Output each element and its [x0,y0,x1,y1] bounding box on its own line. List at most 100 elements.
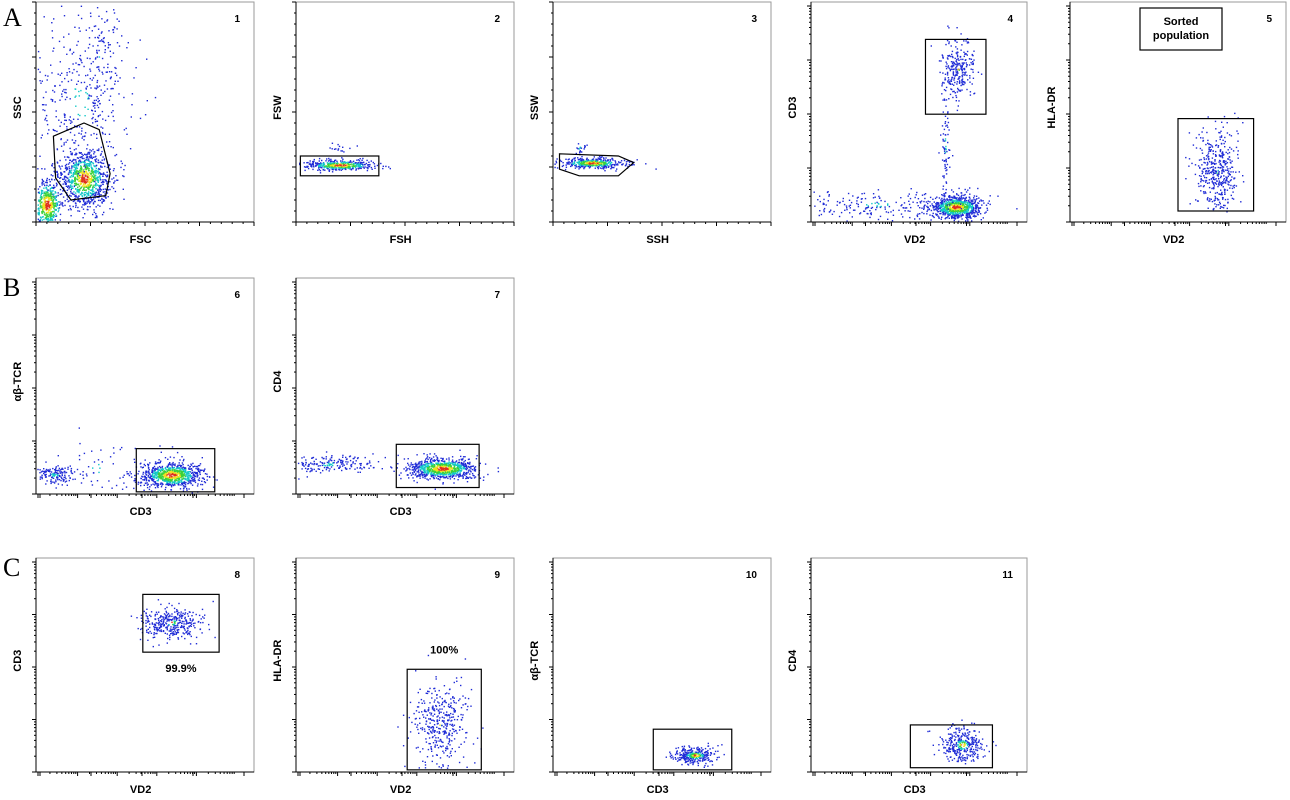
event-dot [96,170,99,173]
event-dot [963,67,966,70]
event-dot [969,216,971,218]
event-dot [606,160,608,162]
event-dot [978,207,980,209]
event-dot [93,176,95,179]
event-dot [950,45,952,47]
event-dot [43,204,45,207]
event-dot [958,78,960,80]
event-dot [973,93,975,95]
event-dot [44,119,46,121]
event-dot [877,218,880,221]
event-dot [1215,150,1217,153]
event-dot [86,200,88,203]
event-dot [985,211,987,213]
event-dot [164,488,166,491]
event-dot [323,166,325,168]
event-dot [1201,164,1203,166]
event-dot [71,179,73,181]
event-dot [53,207,55,210]
event-dot [967,205,969,207]
event-dot [154,469,157,471]
event-dot [964,210,966,212]
event-dot [81,172,84,175]
event-dot [608,165,610,167]
event-dot [1231,187,1234,190]
event-dot [45,193,47,195]
event-dot [923,212,925,215]
event-dot [958,204,960,207]
event-dot [49,202,52,205]
event-dot [945,147,947,150]
event-dot [965,197,967,199]
event-dot [582,166,584,168]
event-dot [955,197,957,200]
event-dot [314,162,317,164]
event-dot [76,179,79,181]
event-dot [940,212,942,215]
event-dot [45,205,47,207]
event-dot [89,195,92,198]
event-dot [201,457,203,459]
event-dot [1209,146,1211,148]
event-dot [182,485,185,487]
event-dot [130,476,133,478]
event-dot [960,202,963,204]
event-dot [189,476,191,478]
event-dot [1189,203,1191,205]
event-dot [307,167,310,170]
event-dot [303,162,305,164]
event-dot [69,185,72,187]
event-dot [610,168,612,170]
event-dot [94,216,97,219]
event-dot [43,198,45,200]
event-dot [335,169,337,171]
event-dot [846,220,848,222]
event-dot [75,162,77,164]
event-dot [1211,146,1214,148]
event-dot [932,215,934,218]
event-dot [389,167,391,170]
event-dot [78,132,80,134]
event-dot [985,204,988,206]
event-dot [944,218,946,220]
event-dot [40,195,42,197]
event-dot [365,162,368,165]
event-dot [584,145,586,148]
event-dot [77,63,80,66]
event-dot [947,111,949,113]
event-dot [73,184,76,187]
event-dot [97,159,100,161]
event-dot [204,481,207,484]
event-dot [943,194,946,196]
gate-polygon [52,122,111,201]
event-dot [312,165,315,167]
event-dot [340,160,342,162]
event-dot [959,198,962,200]
event-dot [945,99,948,101]
event-dot [160,475,162,477]
event-dot [1217,166,1219,169]
event-dot [106,166,109,169]
event-dot [93,209,95,211]
event-dot [107,63,109,65]
event-dot [948,54,951,57]
event-dot [42,180,45,183]
event-dot [87,158,89,160]
event-dot [1219,155,1222,157]
event-dot [941,197,943,200]
event-dot [958,62,961,65]
event-dot [956,64,958,66]
event-dot [951,198,953,201]
event-dot [903,202,906,204]
event-dot [963,205,966,207]
event-dot [68,162,71,164]
event-dot [357,165,359,167]
event-dot [360,163,362,165]
event-dot [1219,181,1221,184]
event-dot [96,79,99,82]
event-dot [599,164,601,166]
event-dot [93,99,96,102]
event-dot [107,196,109,198]
event-dot [51,72,53,74]
event-dot [1218,172,1220,174]
